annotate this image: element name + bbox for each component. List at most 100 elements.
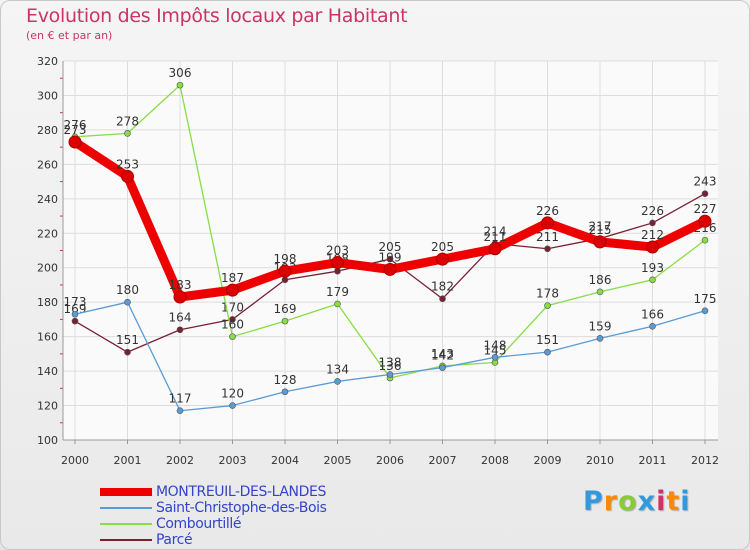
y-tick-label: 300 xyxy=(37,89,58,102)
data-point-montreuil-des-landes xyxy=(173,290,187,304)
data-label-montreuil-des-landes: 183 xyxy=(169,278,192,292)
data-label-montreuil-des-landes: 211 xyxy=(484,230,507,244)
y-tick-label: 260 xyxy=(37,158,58,171)
y-tick-label: 120 xyxy=(37,400,58,413)
legend-swatch xyxy=(100,523,152,525)
data-point-combourtill- xyxy=(334,300,341,308)
data-label-montreuil-des-landes: 203 xyxy=(326,244,349,258)
data-label-combourtill-: 186 xyxy=(589,273,612,287)
data-label-parc-: 151 xyxy=(116,333,139,347)
data-label-combourtill-: 169 xyxy=(274,302,297,316)
data-point-saint-christophe-des-bois xyxy=(176,407,184,415)
x-tick-label: 2010 xyxy=(586,454,614,467)
x-tick-label: 2002 xyxy=(166,454,194,467)
data-point-combourtill- xyxy=(544,302,551,309)
data-label-saint-christophe-des-bois: 142 xyxy=(431,349,454,363)
x-tick-label: 2006 xyxy=(376,454,404,467)
data-label-montreuil-des-landes: 215 xyxy=(589,223,612,237)
data-label-combourtill-: 143 xyxy=(431,347,454,361)
data-label-parc-: 214 xyxy=(484,225,507,239)
legend-label: Saint-Christophe-des-Bois xyxy=(156,500,327,516)
data-label-montreuil-des-landes: 198 xyxy=(274,252,297,266)
data-label-montreuil-des-landes: 187 xyxy=(221,271,244,285)
data-point-montreuil-des-landes xyxy=(698,214,712,228)
data-label-montreuil-des-landes: 273 xyxy=(64,123,87,137)
y-tick-label: 280 xyxy=(37,124,58,137)
chart-title: Evolution des Impôts locaux par Habitant xyxy=(26,5,408,27)
data-label-saint-christophe-des-bois: 134 xyxy=(326,362,349,376)
x-tick-label: 2011 xyxy=(639,454,667,467)
legend-label: MONTREUIL-DES-LANDES xyxy=(156,484,326,500)
data-label-montreuil-des-landes: 227 xyxy=(694,202,717,216)
data-label-saint-christophe-des-bois: 117 xyxy=(169,392,192,406)
legend-swatch xyxy=(100,539,152,541)
data-point-montreuil-des-landes xyxy=(226,283,239,297)
data-label-saint-christophe-des-bois: 148 xyxy=(484,338,507,352)
x-tick-label: 2003 xyxy=(219,454,247,467)
data-point-parc- xyxy=(334,267,341,275)
legend-label: Parcé xyxy=(156,532,193,548)
data-point-parc- xyxy=(386,255,394,263)
logo-letter: i xyxy=(680,486,691,517)
data-label-combourtill-: 278 xyxy=(116,114,139,128)
logo-letter: i xyxy=(656,486,667,517)
series-line-combourtill- xyxy=(336,239,706,379)
data-label-parc-: 164 xyxy=(169,311,192,325)
data-label-combourtill-: 306 xyxy=(169,66,192,80)
data-label-saint-christophe-des-bois: 180 xyxy=(116,283,139,297)
data-point-saint-christophe-des-bois xyxy=(334,378,341,385)
data-label-saint-christophe-des-bois: 175 xyxy=(694,292,717,306)
data-point-parc- xyxy=(71,317,79,325)
data-label-combourtill-: 136 xyxy=(379,359,402,373)
proxiti-logo: Proxiti xyxy=(583,486,691,517)
data-label-combourtill-: 179 xyxy=(326,285,349,299)
data-point-parc- xyxy=(176,326,184,334)
data-label-montreuil-des-landes: 226 xyxy=(536,204,559,218)
data-label-parc-: 217 xyxy=(589,219,612,233)
data-point-saint-christophe-des-bois xyxy=(596,335,604,342)
y-tick-label: 100 xyxy=(37,434,58,447)
y-tick-label: 200 xyxy=(37,262,58,275)
data-point-saint-christophe-des-bois xyxy=(544,348,551,356)
data-label-saint-christophe-des-bois: 120 xyxy=(221,387,244,401)
data-point-montreuil-des-landes xyxy=(383,262,397,276)
data-point-montreuil-des-landes xyxy=(68,135,82,149)
data-point-combourtill- xyxy=(124,130,131,137)
x-tick-label: 2009 xyxy=(534,454,562,467)
logo-letter: r xyxy=(603,486,619,517)
data-label-combourtill-: 178 xyxy=(536,287,559,301)
data-label-montreuil-des-landes: 199 xyxy=(379,250,402,264)
data-point-saint-christophe-des-bois xyxy=(491,354,499,361)
legend-label: Combourtillé xyxy=(156,516,242,532)
data-label-parc-: 243 xyxy=(694,175,717,189)
data-label-montreuil-des-landes: 212 xyxy=(641,228,664,242)
data-label-saint-christophe-des-bois: 138 xyxy=(379,356,402,370)
data-point-saint-christophe-des-bois xyxy=(649,322,656,330)
x-tick-label: 2005 xyxy=(324,454,352,467)
data-point-montreuil-des-landes xyxy=(331,256,344,270)
data-label-parc-: 211 xyxy=(536,230,559,244)
data-point-combourtill- xyxy=(229,333,236,340)
data-point-parc- xyxy=(544,245,551,253)
data-label-saint-christophe-des-bois: 166 xyxy=(641,307,664,321)
data-label-combourtill-: 193 xyxy=(641,261,664,275)
data-point-montreuil-des-landes xyxy=(436,252,449,266)
data-point-montreuil-des-landes xyxy=(488,242,502,256)
data-label-montreuil-des-landes: 205 xyxy=(431,240,454,254)
data-point-parc- xyxy=(124,348,131,356)
data-label-combourtill-: 160 xyxy=(221,318,244,332)
chart-subtitle: (en € et par an) xyxy=(26,29,113,42)
data-label-combourtill-: 145 xyxy=(484,343,507,357)
data-point-combourtill- xyxy=(649,276,656,284)
data-label-parc-: 205 xyxy=(379,240,402,254)
data-point-saint-christophe-des-bois xyxy=(439,364,446,371)
data-point-combourtill- xyxy=(176,81,184,89)
data-point-montreuil-des-landes xyxy=(278,264,292,278)
data-point-saint-christophe-des-bois xyxy=(281,388,289,396)
data-point-saint-christophe-des-bois xyxy=(386,371,394,378)
legend-swatch xyxy=(100,507,152,509)
series-line-combourtill- xyxy=(74,84,234,338)
line-chart: 100 120 140 160 180 200 220 240 260 280 300 320 2000… xyxy=(37,55,719,467)
data-point-parc- xyxy=(701,190,709,197)
logo-letter: x xyxy=(637,486,657,517)
